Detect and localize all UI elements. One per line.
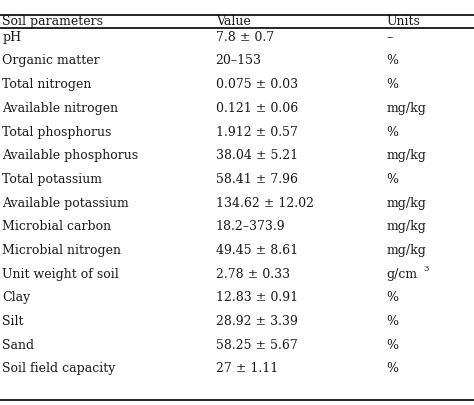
Text: %: % bbox=[386, 173, 398, 186]
Text: 2.78 ± 0.33: 2.78 ± 0.33 bbox=[216, 268, 290, 281]
Text: 0.121 ± 0.06: 0.121 ± 0.06 bbox=[216, 102, 298, 115]
Text: Units: Units bbox=[386, 15, 420, 28]
Text: 58.25 ± 5.67: 58.25 ± 5.67 bbox=[216, 339, 297, 352]
Text: 58.41 ± 7.96: 58.41 ± 7.96 bbox=[216, 173, 298, 186]
Text: Sand: Sand bbox=[2, 339, 35, 352]
Text: 12.83 ± 0.91: 12.83 ± 0.91 bbox=[216, 291, 298, 305]
Text: 27 ± 1.11: 27 ± 1.11 bbox=[216, 362, 278, 375]
Text: mg/kg: mg/kg bbox=[386, 149, 426, 162]
Text: Soil parameters: Soil parameters bbox=[2, 15, 103, 28]
Text: Microbial nitrogen: Microbial nitrogen bbox=[2, 244, 121, 257]
Text: %: % bbox=[386, 291, 398, 305]
Text: Organic matter: Organic matter bbox=[2, 54, 100, 68]
Text: –: – bbox=[386, 31, 392, 44]
Text: 20–153: 20–153 bbox=[216, 54, 262, 68]
Text: %: % bbox=[386, 54, 398, 68]
Text: %: % bbox=[386, 78, 398, 91]
Text: %: % bbox=[386, 315, 398, 328]
Text: mg/kg: mg/kg bbox=[386, 220, 426, 233]
Text: Total phosphorus: Total phosphorus bbox=[2, 126, 112, 139]
Text: Available phosphorus: Available phosphorus bbox=[2, 149, 138, 162]
Text: g/cm: g/cm bbox=[386, 268, 418, 281]
Text: mg/kg: mg/kg bbox=[386, 196, 426, 210]
Text: Total nitrogen: Total nitrogen bbox=[2, 78, 92, 91]
Text: Microbial carbon: Microbial carbon bbox=[2, 220, 111, 233]
Text: pH: pH bbox=[2, 31, 21, 44]
Text: Clay: Clay bbox=[2, 291, 31, 305]
Text: 3: 3 bbox=[423, 265, 428, 273]
Text: Available potassium: Available potassium bbox=[2, 196, 129, 210]
Text: Available nitrogen: Available nitrogen bbox=[2, 102, 118, 115]
Text: 38.04 ± 5.21: 38.04 ± 5.21 bbox=[216, 149, 298, 162]
Text: Value: Value bbox=[216, 15, 250, 28]
Text: 28.92 ± 3.39: 28.92 ± 3.39 bbox=[216, 315, 298, 328]
Text: Soil field capacity: Soil field capacity bbox=[2, 362, 116, 375]
Text: 0.075 ± 0.03: 0.075 ± 0.03 bbox=[216, 78, 298, 91]
Text: 49.45 ± 8.61: 49.45 ± 8.61 bbox=[216, 244, 298, 257]
Text: %: % bbox=[386, 126, 398, 139]
Text: Silt: Silt bbox=[2, 315, 24, 328]
Text: %: % bbox=[386, 362, 398, 375]
Text: %: % bbox=[386, 339, 398, 352]
Text: Total potassium: Total potassium bbox=[2, 173, 102, 186]
Text: mg/kg: mg/kg bbox=[386, 244, 426, 257]
Text: mg/kg: mg/kg bbox=[386, 102, 426, 115]
Text: 7.8 ± 0.7: 7.8 ± 0.7 bbox=[216, 31, 274, 44]
Text: 134.62 ± 12.02: 134.62 ± 12.02 bbox=[216, 196, 314, 210]
Text: 1.912 ± 0.57: 1.912 ± 0.57 bbox=[216, 126, 298, 139]
Text: Unit weight of soil: Unit weight of soil bbox=[2, 268, 119, 281]
Text: 18.2–373.9: 18.2–373.9 bbox=[216, 220, 285, 233]
